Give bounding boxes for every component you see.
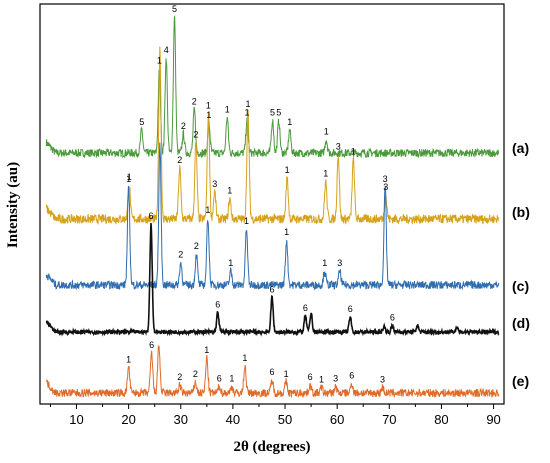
peak-label: 6: [269, 284, 274, 294]
peak-label: 3: [333, 374, 338, 384]
peak-label: 1: [126, 354, 131, 364]
peak-label: 2: [177, 155, 182, 165]
peak-label: 6: [349, 370, 354, 380]
x-tick-label: 40: [226, 412, 240, 427]
x-tick-label: 20: [121, 412, 135, 427]
peak-label: 6: [269, 367, 274, 377]
peak-label: 6: [308, 372, 313, 382]
x-tick-label: 80: [434, 412, 448, 427]
peak-label: 2: [193, 369, 198, 379]
peak-label: 1: [205, 205, 210, 215]
series-label: (e): [512, 373, 529, 389]
x-tick-label: 30: [174, 412, 188, 427]
series-line-1: [45, 14, 500, 159]
peak-label: 1: [324, 126, 329, 136]
x-tick-label: 70: [382, 412, 396, 427]
peak-label: 1: [242, 353, 247, 363]
series-label: (a): [512, 140, 529, 156]
peak-label: 1: [206, 101, 211, 111]
peak-label: 3: [337, 258, 342, 268]
peak-label: 4: [164, 45, 169, 55]
peak-label: 5: [270, 107, 275, 117]
peak-label: 1: [204, 345, 209, 355]
peak-label: 2: [181, 121, 186, 131]
series-label: (c): [512, 278, 529, 294]
peak-label: 6: [149, 340, 154, 350]
series-label: (b): [512, 204, 530, 220]
peak-label: 2: [193, 130, 198, 140]
peak-label: 2: [177, 372, 182, 382]
x-axis-title: 2θ (degrees): [233, 439, 310, 455]
peak-label: 2: [192, 97, 197, 107]
peak-label: 1: [284, 369, 289, 379]
peak-label: 6: [348, 304, 353, 314]
series-labels-layer: (a) (b) (c) (d) (e): [512, 140, 530, 389]
peak-label: 1: [127, 172, 132, 182]
peak-label: 1: [244, 107, 249, 117]
peak-label: 5: [276, 107, 281, 117]
x-axis: 10 20 30 40 50 60 70 80 90: [49, 404, 501, 427]
peak-label: 1: [284, 227, 289, 237]
peak-label: 1: [206, 110, 211, 120]
peak-label: 1: [225, 105, 230, 115]
peak-label: 1: [244, 216, 249, 226]
series-label: (d): [512, 315, 530, 331]
peak-label: 6: [390, 313, 395, 323]
series-line-4: [45, 222, 500, 337]
peak-label: 1: [227, 186, 232, 196]
peak-label: 1: [157, 56, 162, 66]
plot-frame: [39, 3, 505, 405]
peak-label: 3: [212, 179, 217, 189]
peak-label: 3: [336, 141, 341, 151]
x-tick-label: 50: [278, 412, 292, 427]
peak-label: 1: [229, 374, 234, 384]
y-axis-title: Intensity (au): [5, 162, 21, 248]
peak-label: 1: [245, 99, 250, 109]
peak-label: 2: [178, 250, 183, 260]
peak-label: 1: [322, 258, 327, 268]
peak-label: 6: [148, 211, 153, 221]
series-line-5: [45, 345, 500, 399]
peak-label: 3: [380, 374, 385, 384]
peak-label: 1: [126, 174, 131, 184]
series-line-2: [45, 46, 500, 225]
peak-label: 1: [323, 169, 328, 179]
peak-label: 6: [217, 374, 222, 384]
peak-label: 1: [285, 165, 290, 175]
peak-label: 5: [172, 4, 177, 14]
series-line-3: [45, 142, 500, 291]
peak-label: 2: [194, 241, 199, 251]
peak-label: 5: [139, 117, 144, 127]
peak-label: 1: [228, 258, 233, 268]
peak-label: 1: [287, 117, 292, 127]
peak-label: 1: [319, 374, 324, 384]
traces-layer: [45, 14, 500, 399]
peak-label: 1: [351, 147, 356, 157]
x-tick-label: 60: [330, 412, 344, 427]
peak-label: 6: [215, 300, 220, 310]
peak-label: 3: [383, 182, 388, 192]
x-tick-label: 10: [69, 412, 83, 427]
peak-label: 6: [303, 303, 308, 313]
peak-label: 3: [383, 174, 388, 184]
x-tick-label: 90: [486, 412, 500, 427]
